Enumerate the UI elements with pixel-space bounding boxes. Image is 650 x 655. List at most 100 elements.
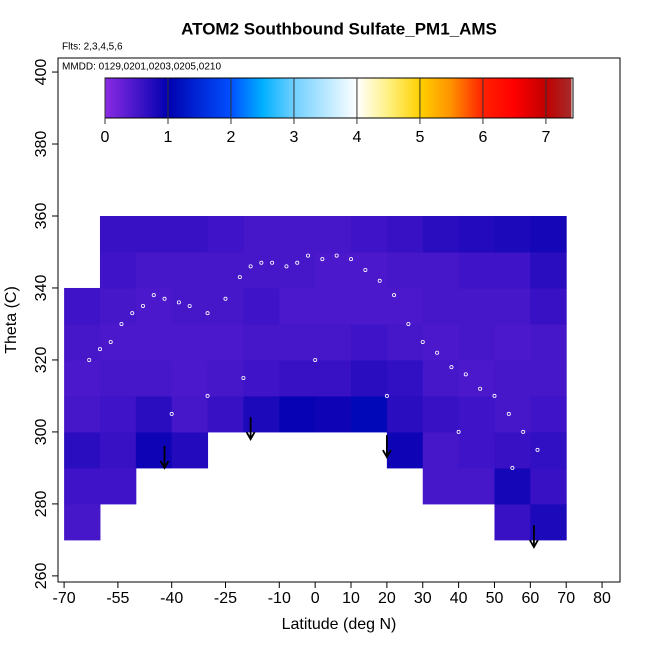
heat-cell [279, 215, 316, 253]
heat-cell [64, 359, 101, 397]
y-tick-label: 300 [33, 418, 50, 445]
track-point [205, 393, 210, 398]
heat-cell [135, 431, 173, 469]
heat-cell [386, 215, 424, 253]
track-point [510, 465, 515, 470]
track-point [449, 365, 454, 370]
track-point [241, 375, 246, 380]
heat-cell [494, 395, 531, 433]
heat-cell [458, 395, 495, 433]
heat-cell [99, 395, 137, 433]
x-tick-label: 10 [342, 590, 360, 607]
x-tick-label: -70 [53, 590, 76, 607]
heat-cell [458, 467, 495, 505]
arrow-head [382, 449, 392, 459]
track-point [478, 386, 483, 391]
plot-frame [57, 57, 621, 583]
colorbar-segment [167, 78, 232, 118]
track-point [162, 296, 167, 301]
y-tick-label: 400 [33, 59, 50, 86]
heat-cell [99, 467, 137, 505]
heat-cell [279, 251, 316, 289]
track-point [377, 278, 382, 283]
heat-cell [171, 359, 209, 397]
heat-cell [422, 287, 460, 325]
track-point [305, 253, 310, 258]
track-point [521, 429, 526, 434]
track-point [187, 303, 192, 308]
track-point [223, 296, 228, 301]
heat-cell [64, 431, 101, 469]
x-tick-label: -25 [214, 590, 237, 607]
x-tick-label: 50 [486, 590, 504, 607]
x-tick-label: 20 [378, 590, 396, 607]
track-point [506, 411, 511, 416]
y-tick-label: 380 [33, 131, 50, 158]
heat-cell [243, 215, 280, 253]
arrow-head [245, 431, 256, 441]
heat-cell [530, 395, 567, 433]
heat-cell [351, 287, 388, 325]
colorbar-segment [105, 78, 169, 118]
heat-cell [243, 395, 280, 433]
heat-cell [171, 431, 209, 469]
x-tick-label: 60 [521, 590, 539, 607]
heat-cell [207, 359, 244, 397]
heat-cell [99, 251, 137, 289]
profile-arrow [245, 417, 256, 441]
heat-cell [458, 287, 495, 325]
heat-cell [315, 215, 352, 253]
heat-cell [64, 503, 101, 541]
track-point [119, 321, 124, 326]
heat-cell [64, 467, 101, 505]
heat-cell [351, 215, 388, 253]
track-point [320, 257, 325, 262]
heat-cell [494, 323, 531, 361]
x-tick-label: 80 [593, 590, 611, 607]
heat-cell [243, 323, 280, 361]
heat-cell [458, 359, 495, 397]
track-point [334, 253, 339, 258]
heat-cell [315, 359, 352, 397]
x-tick-label: 70 [557, 590, 575, 607]
heat-cell [530, 503, 567, 541]
colorbar-tick-label: 2 [227, 129, 236, 146]
heat-cell [494, 431, 531, 469]
track-point [108, 339, 113, 344]
x-tick-label: 0 [311, 590, 320, 607]
track-point [270, 260, 275, 265]
colorbar-segment [230, 78, 263, 118]
heat-cell [386, 431, 424, 469]
heat-cell [386, 251, 424, 289]
track-point [313, 357, 318, 362]
heat-cell [351, 395, 388, 433]
colorbar-tick-label: 7 [541, 129, 550, 146]
heat-cell [279, 359, 316, 397]
x-tick-label: 40 [450, 590, 468, 607]
heat-cell [458, 323, 495, 361]
colorbar-tick-label: 5 [415, 129, 424, 146]
heat-cell [422, 323, 460, 361]
colorbar-segment [482, 78, 515, 118]
heat-cell [99, 359, 137, 397]
heat-cell [64, 395, 101, 433]
heat-cell [99, 323, 137, 361]
heat-cell [494, 359, 531, 397]
colorbar-segment [356, 78, 389, 118]
track-point [492, 393, 497, 398]
x-tick-label: -55 [106, 590, 129, 607]
colorbar-tick-label: 6 [478, 129, 487, 146]
heat-cell [171, 215, 209, 253]
track-point [384, 393, 389, 398]
x-axis-label: Latitude (deg N) [282, 616, 397, 633]
heat-cell [279, 395, 316, 433]
heat-cell [99, 431, 137, 469]
colorbar-tick-label: 0 [101, 129, 110, 146]
annotation: MMDD: 0129,0201,0203,0205,0210 [62, 62, 221, 73]
track-point [97, 347, 102, 352]
chart-title: ATOM2 Southbound Sulfate_PM1_AMS [181, 19, 497, 38]
track-point [205, 311, 210, 316]
track-point [248, 264, 253, 269]
heat-cell [422, 431, 460, 469]
